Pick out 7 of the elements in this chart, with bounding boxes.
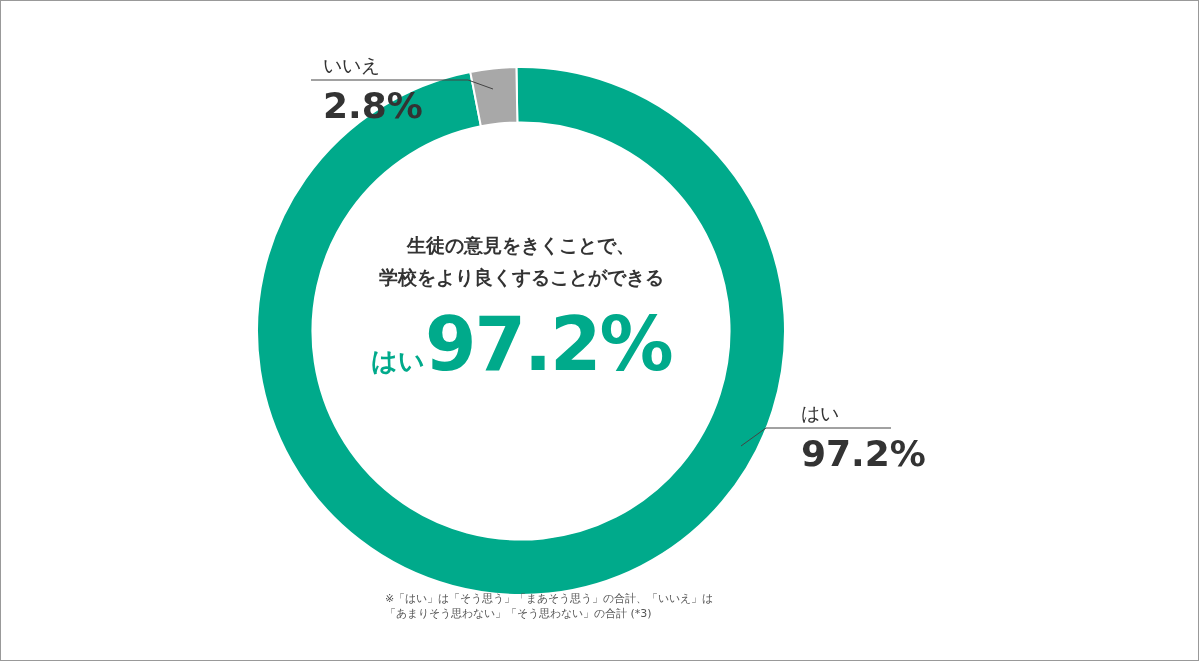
data-label: 97.2%: [425, 301, 672, 387]
text: 生徒の意見をきくことで、学校をより良くすることができる: [377, 233, 665, 290]
slice-label: いいえ: [323, 53, 381, 78]
slice-label: はい: [371, 346, 425, 376]
text: 97.2%: [801, 433, 926, 474]
slice-label: はい: [801, 401, 840, 426]
text: ※「はい」は「そう思う」「まあそう思う」の合計、「いいえ」は「あまりそう思わない」「そう思わない」の合計 (*3): [385, 591, 715, 621]
